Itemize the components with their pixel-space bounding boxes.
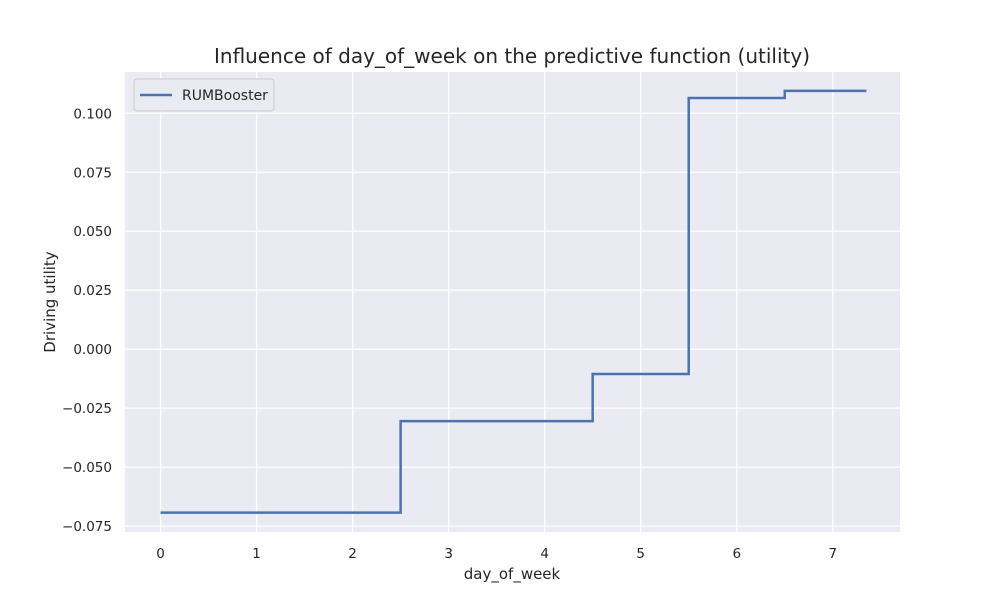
chart-title: Influence of day_of_week on the predicti…: [214, 44, 810, 68]
legend: RUMBooster: [133, 78, 275, 112]
y-axis-label: Driving utility: [41, 251, 59, 352]
x-tick-label: 6: [732, 546, 741, 562]
x-tick-label: 7: [828, 546, 837, 562]
y-tick-label: −0.075: [62, 519, 112, 535]
x-tick-label: 2: [348, 546, 357, 562]
y-tick-label: 0.075: [73, 165, 112, 181]
grid: [125, 72, 900, 532]
x-tick-label: 5: [636, 546, 645, 562]
y-tick-label: −0.050: [62, 460, 112, 476]
plot-area: [125, 72, 900, 532]
x-axis-label: day_of_week: [464, 565, 561, 584]
legend-box: [133, 78, 275, 112]
x-tick-label: 0: [156, 546, 165, 562]
y-tick-label: 0.100: [73, 106, 112, 122]
y-tick-label: 0.000: [73, 342, 112, 358]
x-tick-label: 4: [540, 546, 549, 562]
series-layer: [160, 89, 867, 514]
y-tick-label: 0.050: [73, 224, 112, 240]
legend-label: RUMBooster: [182, 88, 268, 104]
x-tick-label: 1: [252, 546, 261, 562]
y-tick-label: −0.025: [62, 401, 112, 417]
x-tick-label: 3: [444, 546, 453, 562]
series-line-rumbooster: [160, 89, 867, 514]
y-tick-label: 0.025: [73, 283, 112, 299]
x-axis: 0 1 2 3 4 5 6 7: [156, 546, 837, 562]
y-axis: −0.075 −0.050 −0.025 0.000 0.025 0.050 0.075 0.…: [62, 106, 112, 535]
